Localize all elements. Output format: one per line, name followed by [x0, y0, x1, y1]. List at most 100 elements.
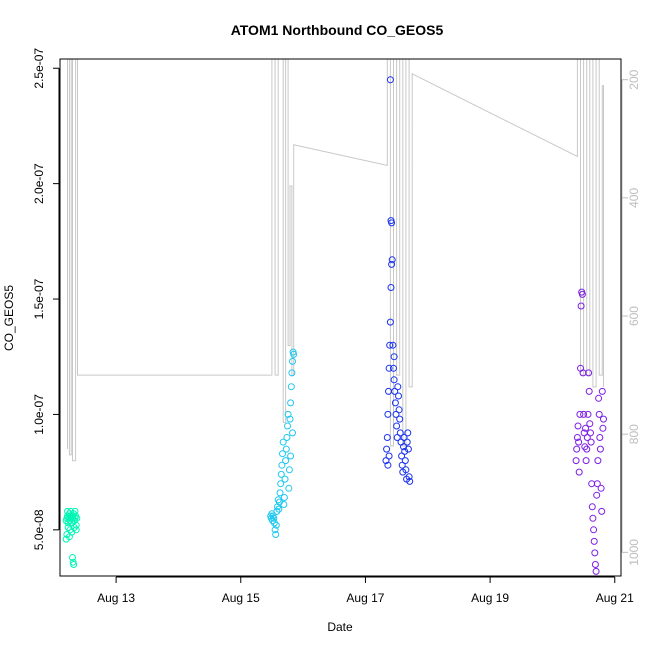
data-point: [270, 514, 278, 522]
y-tick-label: 1.5e-07: [32, 278, 46, 319]
data-point: [282, 445, 290, 453]
data-point: [389, 341, 397, 349]
data-point: [584, 410, 592, 418]
data-point: [592, 567, 600, 575]
data-point: [290, 350, 298, 358]
y-axis: 5.0e-08 1.0e-07 1.5e-07 2.0e-07 2.5e-07: [32, 48, 60, 550]
data-point: [576, 410, 584, 418]
data-point: [289, 357, 296, 365]
data-point: [282, 457, 290, 465]
data-point: [598, 387, 606, 395]
data-point: [595, 410, 603, 418]
data-point: [594, 457, 602, 465]
data-point: [384, 461, 392, 469]
plot-frame: [59, 58, 622, 577]
data-point: [288, 369, 296, 377]
data-point: [572, 457, 580, 465]
data-point: [391, 387, 399, 395]
data-point: [289, 429, 296, 437]
data-point: [386, 341, 394, 349]
data-point: [403, 438, 411, 446]
y2-tick-label: 600: [627, 306, 641, 326]
data-point: [590, 526, 598, 534]
y2-tick-label: 1000: [627, 539, 641, 566]
data-point: [600, 415, 607, 423]
data-point: [596, 434, 604, 441]
data-point: [404, 445, 412, 453]
scatter-points: [62, 76, 607, 575]
data-point: [270, 519, 278, 527]
data-point: [277, 480, 285, 488]
data-point: [286, 415, 294, 423]
data-point: [388, 256, 396, 264]
data-point: [386, 76, 394, 84]
y2-tick-label: 400: [627, 188, 641, 208]
data-point: [281, 475, 289, 483]
data-point: [67, 507, 75, 515]
data-point: [593, 491, 601, 499]
data-point: [598, 507, 606, 515]
data-point: [402, 466, 410, 474]
data-point: [590, 537, 598, 545]
data-point: [390, 364, 397, 372]
data-point: [394, 383, 402, 391]
data-point: [587, 429, 594, 437]
data-point: [396, 429, 404, 437]
data-point: [591, 561, 599, 568]
data-point: [393, 422, 401, 430]
data-point: [387, 284, 395, 291]
data-point: [287, 452, 295, 460]
data-point: [583, 445, 591, 453]
y-axis-label: CO_GEOS5: [2, 285, 16, 351]
data-point: [385, 452, 393, 460]
data-point: [588, 503, 596, 511]
y-tick-label: 5.0e-08: [32, 509, 46, 550]
data-point: [575, 468, 583, 476]
y-tick-label: 2.0e-07: [32, 163, 46, 204]
data-point: [582, 457, 590, 465]
y2-tick-label: 800: [627, 424, 641, 444]
data-point: [283, 434, 291, 441]
pressure-line: [67, 58, 604, 462]
pressure-series: [67, 58, 604, 462]
y-tick-label: 2.5e-07: [32, 48, 46, 89]
data-point: [587, 438, 595, 446]
data-point: [279, 438, 287, 446]
secondary-y-axis: 200 400 600 800 1000: [621, 69, 641, 566]
data-point: [72, 521, 80, 529]
data-point: [396, 415, 404, 423]
data-point: [578, 290, 586, 298]
data-point: [585, 369, 593, 377]
data-point: [275, 505, 283, 513]
data-point: [599, 424, 607, 432]
data-point: [395, 392, 402, 400]
data-point: [70, 561, 78, 568]
data-point: [391, 399, 399, 407]
data-point: [287, 383, 295, 391]
x-tick-label: Aug 21: [596, 591, 634, 605]
data-point: [276, 489, 284, 497]
x-tick-label: Aug 13: [97, 591, 135, 605]
x-axis: Aug 13 Aug 15 Aug 17 Aug 19 Aug 21: [97, 576, 634, 605]
data-point: [285, 484, 293, 492]
data-point: [73, 514, 81, 522]
data-point: [574, 422, 582, 430]
data-point: [278, 461, 286, 469]
data-point: [390, 353, 398, 361]
data-point: [577, 302, 585, 310]
data-point: [383, 445, 391, 453]
x-tick-label: Aug 19: [471, 591, 509, 605]
data-point: [593, 480, 601, 488]
data-point: [284, 410, 292, 418]
data-point: [405, 473, 413, 481]
data-point: [279, 450, 286, 458]
data-point: [583, 434, 591, 441]
data-point: [70, 524, 78, 531]
data-point: [589, 514, 597, 522]
data-point: [575, 438, 583, 446]
data-point: [585, 387, 593, 395]
data-point: [277, 470, 285, 478]
x-tick-label: Aug 15: [222, 591, 260, 605]
data-point: [597, 484, 605, 492]
data-point: [580, 410, 588, 418]
